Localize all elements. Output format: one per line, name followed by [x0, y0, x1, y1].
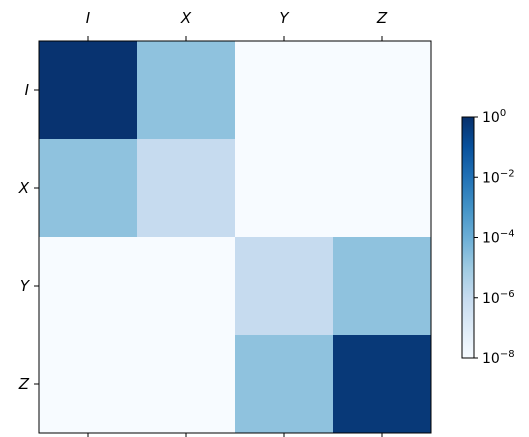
colorbar-tick-label-4: 10−8 [482, 349, 515, 367]
colorbar-tick-label-1: 10−2 [482, 168, 515, 186]
heatmap-cell-X-I [39, 139, 138, 238]
heatmap-cell-Z-I [39, 335, 138, 434]
y-tick-label-Z: Z [18, 375, 30, 393]
heatmap-cell-Y-Y [235, 237, 334, 336]
heatmap-cell-Y-I [39, 237, 138, 336]
heatmap-cell-X-Y [235, 139, 334, 238]
heatmap-cell-I-Y [235, 41, 334, 140]
colorbar-tick-label-2: 10−4 [482, 229, 515, 247]
colorbar-ticks: 100 10−2 10−4 10−6 10−8 [474, 108, 515, 367]
heatmap-cell-Z-Y [235, 335, 334, 434]
colorbar: 100 10−2 10−4 10−6 10−8 [461, 108, 515, 367]
colorbar-gradient [461, 116, 475, 359]
heatmap-cell-Y-Z [333, 237, 432, 336]
x-tick-label-Y: Y [279, 9, 290, 27]
colorbar-tick-label-0: 100 [482, 108, 506, 126]
heatmap-cell-I-I [39, 41, 138, 140]
y-tick-label-Y: Y [20, 277, 31, 295]
heatmap-cell-X-Z [333, 139, 432, 238]
heatmap-cell-I-Z [333, 41, 432, 140]
y-tick-label-I: I [25, 81, 30, 99]
heatmap-cell-Z-Z [333, 335, 432, 434]
x-tick-label-Z: Z [376, 9, 388, 27]
plot-frame [38, 40, 432, 434]
heatmap-cells [39, 41, 432, 434]
y-axis-ticks: I X Y Z [18, 81, 39, 393]
heatmap-cell-I-X [137, 41, 236, 140]
heatmap-cell-Y-X [137, 237, 236, 336]
colorbar-tick-label-3: 10−6 [482, 289, 515, 307]
x-tick-label-X: X [180, 9, 192, 27]
x-tick-label-I: I [86, 9, 91, 27]
heatmap-cell-X-X [137, 139, 236, 238]
heatmap-cell-Z-X [137, 335, 236, 434]
y-tick-label-X: X [18, 179, 30, 197]
